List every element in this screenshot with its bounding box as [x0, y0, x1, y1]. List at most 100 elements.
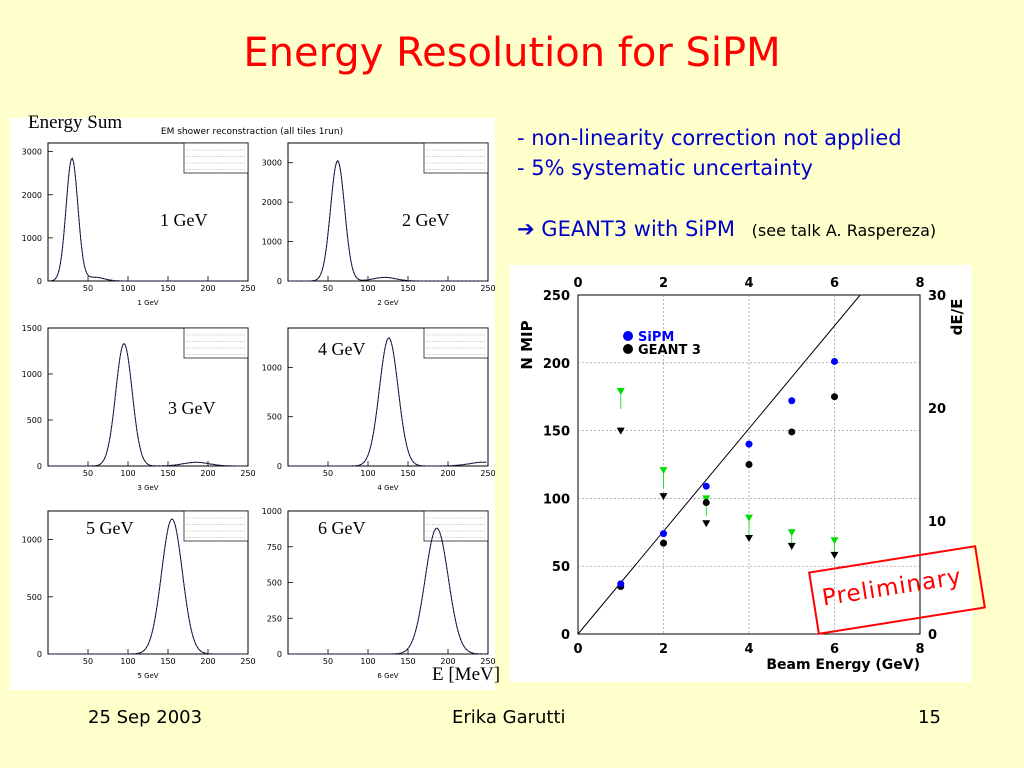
histogram-curve	[289, 527, 487, 655]
y-tick-label: 1000	[262, 238, 282, 247]
histogram-3: 1500 1000 500 0 50 100 150 200 250 3 GeV	[22, 324, 256, 492]
histogram-main-title: EM shower reconstraction (all tiles 1run…	[161, 127, 343, 137]
histogram-fit	[289, 160, 487, 282]
x-tick-label: 200	[200, 284, 215, 293]
x-tick-label: 0	[573, 642, 582, 657]
histogram-5: 1000 500 0 50 100 150 200 250 5 GeV	[22, 510, 256, 680]
y2-axis-title: dE/E	[948, 299, 966, 336]
x-tick-label: 250	[240, 469, 255, 478]
y-tick-label: 500	[27, 416, 42, 425]
y-tick-label: 0	[37, 650, 42, 659]
x-tick-label: 50	[83, 284, 93, 293]
histogram-xlabel: 1 GeV	[137, 299, 158, 307]
stats-box	[183, 510, 249, 542]
y-tick-label: 500	[267, 579, 282, 588]
histogram-1: 3000 2000 1000 0 50 100 150 200 250 1 GeV	[22, 142, 256, 307]
histogram-fit	[289, 337, 487, 467]
y-tick-label: 500	[27, 593, 42, 602]
y-axis-title: N MIP	[518, 320, 536, 369]
nmip-point	[745, 440, 753, 448]
y-tick-label: 1500	[22, 324, 42, 333]
histogram-xlabel: 5 GeV	[137, 672, 158, 680]
histogram-xlabel: 4 GeV	[377, 484, 398, 492]
fit-line	[577, 294, 861, 635]
y2-tick-label: 0	[928, 628, 937, 643]
resolution-point	[745, 514, 753, 522]
stats-box	[423, 142, 489, 174]
footer-page: 15	[918, 707, 941, 728]
x-tick-label: 100	[360, 657, 375, 666]
geant-text: GEANT3 with SiPM	[541, 217, 735, 241]
histogram-curve	[289, 159, 487, 282]
x-top-tick-label: 6	[830, 276, 839, 291]
histogram-xlabel: 6 GeV	[377, 672, 398, 680]
bullet-list: - non-linearity correction not applied -…	[517, 123, 902, 183]
resolution-point	[787, 542, 796, 550]
y-tick-label: 0	[37, 277, 42, 286]
y-tick-label: 2000	[22, 191, 42, 200]
resolution-point	[702, 520, 711, 528]
y2-tick-label: 20	[928, 402, 946, 417]
stats-box	[183, 327, 249, 359]
histogram-energy-label: 2 GeV	[402, 210, 450, 230]
histogram-fit	[49, 157, 247, 282]
x-top-tick-label: 4	[744, 276, 753, 291]
y-tick-label: 200	[543, 357, 570, 372]
legend-label: SiPM	[638, 330, 674, 345]
histogram-energy-label: 3 GeV	[168, 398, 216, 418]
x-tick-label: 200	[200, 469, 215, 478]
stats-box	[423, 327, 489, 359]
x-tick-label: 200	[440, 657, 455, 666]
nmip-point	[831, 393, 838, 401]
x-tick-label: 150	[160, 657, 175, 666]
energy-sum-label: Energy Sum	[28, 112, 123, 133]
histogram-energy-label: 6 GeV	[318, 518, 366, 538]
nmip-point	[788, 428, 796, 436]
histogram-curve	[49, 342, 247, 467]
nmip-plot: 0 50 100 150 200 250 0 0 2 2 4 4 6 6 8 8 0 10 20 30 Beam Ene…	[510, 265, 972, 682]
histogram-xlabel: 3 GeV	[137, 484, 158, 492]
y-tick-label: 0	[277, 462, 282, 471]
x-tick-label: 250	[240, 657, 255, 666]
preliminary-text: Preliminary	[820, 563, 964, 612]
resolution-point	[745, 534, 753, 542]
nmip-point	[788, 397, 796, 405]
x-tick-label: 200	[440, 284, 455, 293]
x-tick-label: 4	[744, 642, 753, 657]
histogram-frame	[287, 142, 489, 282]
y-tick-label: 500	[267, 413, 282, 422]
histogram-curve	[49, 157, 247, 282]
x-tick-label: 100	[120, 469, 135, 478]
x-tick-label: 150	[400, 469, 415, 478]
histogram-6: 1000 750 500 250 0 50 100 150 200 250 6 GeV	[262, 507, 496, 680]
resolution-point	[830, 537, 839, 545]
stats-box	[423, 510, 489, 542]
resolution-point	[702, 495, 711, 503]
x-tick-label: 250	[480, 284, 495, 293]
x-tick-label: 150	[400, 657, 415, 666]
x-top-tick-label: 2	[659, 276, 668, 291]
x-tick-label: 50	[83, 469, 93, 478]
nmip-point	[702, 482, 710, 490]
histogram-energy-label: 5 GeV	[86, 518, 134, 538]
histogram-fit	[49, 343, 247, 467]
y-tick-label: 1000	[262, 363, 282, 372]
histogram-4: 1000 500 0 50 100 150 200 250 4 GeV	[262, 327, 496, 492]
histogram-grid: EM shower reconstraction (all tiles 1run…	[22, 127, 496, 680]
nmip-point	[745, 461, 753, 468]
y-tick-label: 250	[267, 614, 282, 623]
y-tick-label: 1000	[262, 507, 282, 516]
y-tick-label: 3000	[22, 148, 42, 157]
histogram-fit	[49, 518, 247, 655]
y-tick-label: 50	[552, 560, 570, 575]
footer-date: 25 Sep 2003	[88, 707, 203, 728]
x-tick-label: 100	[360, 469, 375, 478]
legend-marker	[623, 331, 633, 341]
nmip-point	[617, 580, 625, 588]
arrow-icon: ➔	[517, 217, 535, 241]
x-tick-label: 250	[480, 469, 495, 478]
resolution-point	[659, 467, 668, 475]
geant-note: (see talk A. Raspereza)	[751, 221, 937, 240]
legend-label: GEANT 3	[638, 343, 701, 358]
